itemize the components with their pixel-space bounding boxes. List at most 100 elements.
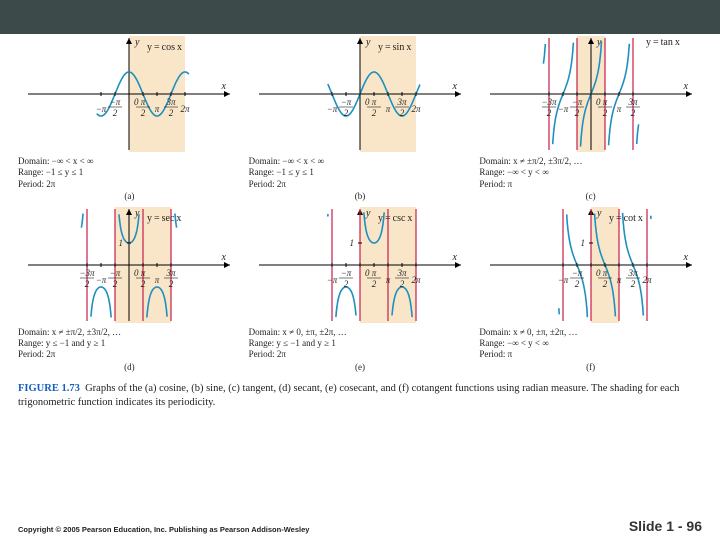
svg-text:−3π: −3π: [541, 97, 557, 107]
domain-text: Domain: x ≠ ±π/2, ±3π/2, …: [18, 327, 241, 338]
svg-text:−π: −π: [327, 104, 338, 114]
range-text: Range: −1 ≤ y ≤ 1: [18, 167, 241, 178]
range-text: Range: y ≤ −1 and y ≥ 1: [249, 338, 472, 349]
panel-e: −π−π20π2π3π22π1xyy = csc x Domain: x ≠ 0…: [249, 205, 472, 372]
svg-text:−π: −π: [341, 268, 352, 278]
figure-caption: FIGURE 1.73 Graphs of the (a) cosine, (b…: [18, 382, 702, 410]
properties-tan: Domain: x ≠ ±π/2, ±3π/2, … Range: −∞ < y…: [479, 156, 702, 190]
svg-text:x: x: [452, 81, 458, 92]
svg-text:2: 2: [113, 108, 118, 118]
svg-text:−π: −π: [341, 97, 352, 107]
svg-text:2: 2: [169, 279, 174, 289]
panel-letter: (f): [479, 362, 702, 372]
svg-text:2: 2: [372, 279, 377, 289]
svg-text:x: x: [221, 81, 227, 92]
svg-text:x: x: [682, 81, 688, 92]
svg-text:2: 2: [141, 108, 146, 118]
svg-text:1: 1: [580, 238, 585, 248]
domain-text: Domain: −∞ < x < ∞: [249, 156, 472, 167]
svg-text:0: 0: [134, 268, 139, 278]
domain-text: Domain: x ≠ 0, ±π, ±2π, …: [249, 327, 472, 338]
svg-text:y: y: [596, 208, 602, 219]
plot-csc: −π−π20π2π3π22π1xyy = csc x: [255, 205, 465, 325]
svg-text:0: 0: [365, 97, 370, 107]
svg-text:y = cot x: y = cot x: [609, 213, 643, 224]
panel-a: −π−π20π2π3π22πxyy = cos x Domain: −∞ < x…: [18, 34, 241, 201]
svg-text:2: 2: [344, 108, 349, 118]
period-text: Period: 2π: [18, 179, 241, 190]
svg-text:y: y: [134, 208, 140, 219]
panel-grid: −π−π20π2π3π22πxyy = cos x Domain: −∞ < x…: [18, 34, 702, 372]
svg-text:y: y: [365, 208, 371, 219]
range-text: Range: y ≤ −1 and y ≥ 1: [18, 338, 241, 349]
period-text: Period: π: [479, 179, 702, 190]
svg-text:2: 2: [400, 279, 405, 289]
svg-text:−π: −π: [110, 268, 121, 278]
svg-text:−π: −π: [571, 97, 582, 107]
plot-sin: −π−π20π2π3π22πxyy = sin x: [255, 34, 465, 154]
range-text: Range: −∞ < y < ∞: [479, 338, 702, 349]
period-text: Period: 2π: [249, 349, 472, 360]
svg-text:2: 2: [141, 279, 146, 289]
svg-text:y: y: [134, 37, 140, 48]
svg-text:y = tan x: y = tan x: [646, 37, 680, 48]
svg-text:0: 0: [596, 97, 601, 107]
svg-text:2π: 2π: [411, 275, 421, 285]
svg-text:2: 2: [602, 108, 607, 118]
plot-tan: −3π2−π−π20π2π3π2xyy = tan x: [486, 34, 696, 154]
properties-csc: Domain: x ≠ 0, ±π, ±2π, … Range: y ≤ −1 …: [249, 327, 472, 361]
svg-text:3π: 3π: [166, 268, 177, 278]
svg-text:1: 1: [349, 238, 354, 248]
panel-letter: (b): [249, 191, 472, 201]
svg-text:π: π: [616, 275, 621, 285]
svg-text:2: 2: [344, 279, 349, 289]
svg-text:−π: −π: [571, 268, 582, 278]
svg-text:y = sec x: y = sec x: [147, 213, 181, 224]
slide-number: Slide 1 - 96: [629, 518, 702, 534]
panel-c: −3π2−π−π20π2π3π2xyy = tan x Domain: x ≠ …: [479, 34, 702, 201]
svg-text:−π: −π: [557, 104, 568, 114]
caption-text: Graphs of the (a) cosine, (b) sine, (c) …: [18, 383, 679, 408]
top-bar: [0, 0, 720, 34]
properties-cot: Domain: x ≠ 0, ±π, ±2π, … Range: −∞ < y …: [479, 327, 702, 361]
svg-text:y = sin x: y = sin x: [378, 42, 411, 53]
svg-text:2: 2: [546, 108, 551, 118]
period-text: Period: 2π: [18, 349, 241, 360]
svg-text:2: 2: [602, 279, 607, 289]
period-text: Period: 2π: [249, 179, 472, 190]
svg-text:2: 2: [85, 279, 90, 289]
domain-text: Domain: x ≠ 0, ±π, ±2π, …: [479, 327, 702, 338]
svg-text:2π: 2π: [411, 104, 421, 114]
svg-text:π: π: [386, 275, 391, 285]
properties-cos: Domain: −∞ < x < ∞ Range: −1 ≤ y ≤ 1 Per…: [18, 156, 241, 190]
svg-text:−π: −π: [96, 275, 107, 285]
svg-text:π: π: [155, 275, 160, 285]
svg-text:2: 2: [630, 279, 635, 289]
panel-f: −π−π20π2π3π22π1xyy = cot x Domain: x ≠ 0…: [479, 205, 702, 372]
svg-text:x: x: [452, 252, 458, 263]
svg-text:1: 1: [119, 238, 124, 248]
domain-text: Domain: x ≠ ±π/2, ±3π/2, …: [479, 156, 702, 167]
svg-text:2: 2: [372, 108, 377, 118]
period-text: Period: π: [479, 349, 702, 360]
svg-text:y: y: [365, 37, 371, 48]
svg-text:2: 2: [169, 108, 174, 118]
svg-text:2: 2: [574, 279, 579, 289]
svg-text:2: 2: [574, 108, 579, 118]
svg-text:π: π: [141, 268, 146, 278]
copyright-text: Copyright © 2005 Pearson Education, Inc.…: [18, 525, 309, 534]
svg-text:π: π: [602, 97, 607, 107]
plot-sec: −3π2−π−π20π2π3π21xyy = sec x: [24, 205, 234, 325]
svg-text:2π: 2π: [642, 275, 652, 285]
plot-cos: −π−π20π2π3π22πxyy = cos x: [24, 34, 234, 154]
svg-text:x: x: [221, 252, 227, 263]
svg-text:y: y: [596, 37, 602, 48]
svg-text:2: 2: [113, 279, 118, 289]
svg-text:π: π: [372, 97, 377, 107]
svg-text:−3π: −3π: [80, 268, 96, 278]
svg-text:3π: 3π: [627, 97, 638, 107]
svg-text:2: 2: [400, 108, 405, 118]
svg-text:−π: −π: [557, 275, 568, 285]
panel-letter: (c): [479, 191, 702, 201]
svg-text:x: x: [682, 252, 688, 263]
